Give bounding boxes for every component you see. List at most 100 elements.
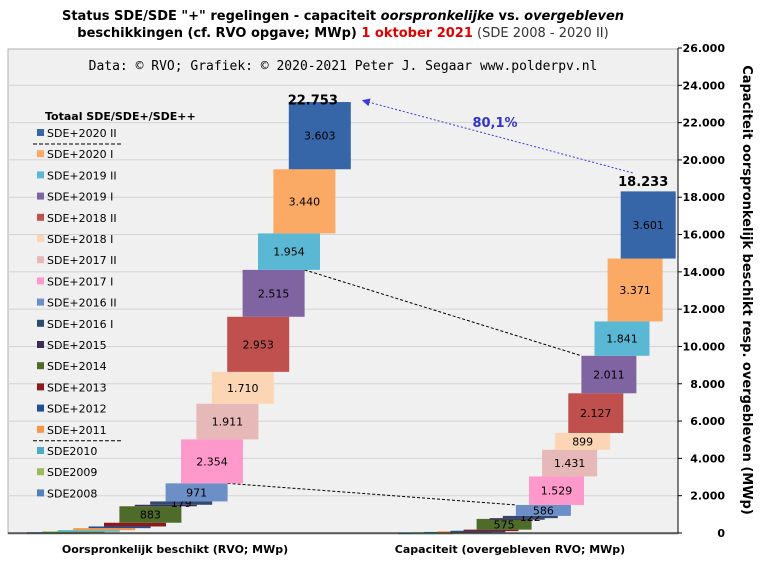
bar-sde2009-original (42, 531, 105, 533)
legend-label: SDE+2018 I (47, 233, 113, 246)
bar-value-label: 2.127 (580, 407, 612, 420)
legend-label: SDE+2019 II (47, 169, 117, 182)
legend-swatch (37, 468, 44, 476)
bar-sde-2017-ii-original (196, 403, 259, 440)
annotations: 22.753 18.233 80,1% (288, 94, 669, 190)
legend-swatch (37, 447, 44, 454)
bar-value-label: 2.354 (196, 455, 228, 468)
legend-label: SDE+2018 II (47, 212, 117, 225)
bar-sde-2011-original (73, 528, 136, 531)
y-tick-label: 10.000 (683, 340, 726, 353)
legend-label: SDE+2013 (47, 381, 107, 394)
y-tick-label: 24.000 (683, 79, 726, 92)
legend-swatch (37, 129, 44, 136)
bar-sde-2018-i-original (211, 371, 274, 404)
legend-swatch (37, 425, 44, 433)
bar-sde-2012-original (88, 526, 151, 529)
ratio-percentage: 80,1% (472, 116, 517, 131)
connector-lines (227, 269, 582, 506)
bar-sde-2016-i-remaining (502, 515, 558, 519)
y-tick-label: 6.000 (690, 415, 725, 428)
bar-sde-2016-ii-original (165, 483, 228, 502)
bar-value-label: 2.953 (242, 338, 274, 351)
legend-swatch (37, 341, 44, 348)
chart-title-line1: Status SDE/SDE "+" regelingen - capacite… (62, 9, 624, 24)
y-tick-label: 22.000 (683, 117, 726, 130)
bar-sde-2018-i-remaining (555, 432, 611, 450)
bar-sde2010-original (57, 530, 120, 532)
bar-sde-2017-i-original (181, 439, 243, 484)
bar-value-label: 1.710 (227, 382, 259, 395)
y-tick-label: 12.000 (683, 303, 726, 316)
bar-value-label: 3.371 (619, 284, 651, 297)
y-tick-label: 20.000 (683, 154, 726, 167)
legend: Totaal SDE/SDE+/SDE++ SDE+2020 II SDE+202… (33, 110, 196, 500)
bar-sde-2013-remaining (463, 529, 519, 532)
bar-sde-2020-i-original (273, 169, 336, 234)
legend-label: SDE+2015 (47, 339, 107, 352)
bar-value-label: 1.841 (606, 333, 638, 346)
bar-sde-2013-original (104, 522, 166, 527)
bars: 8831799712.3541.9111.7102.9532.5151.9543… (27, 102, 676, 535)
bar-sde-2020-ii-original (288, 102, 351, 170)
legend-swatch (37, 383, 44, 391)
bar-value-label: 1.431 (554, 457, 586, 470)
y-tick-label: 14.000 (683, 266, 726, 279)
bar-sde-2014-remaining (476, 518, 532, 530)
bar-value-label: 3.601 (632, 219, 664, 232)
legend-swatch (37, 235, 44, 242)
legend-label: SDE+2011 (47, 424, 107, 437)
legend-label: SDE+2016 II (47, 297, 117, 310)
ratio-arrow (361, 98, 633, 174)
bar-value-label: 586 (533, 504, 554, 517)
legend-label: SDE2008 (47, 487, 97, 500)
legend-label: SDE+2014 (47, 360, 107, 373)
bar-sde-2019-i-original (242, 269, 305, 317)
y-tick-label: 8.000 (690, 378, 725, 391)
legend-label: SDE+2020 I (47, 148, 113, 161)
y-tick-label: 18.000 (683, 191, 726, 204)
data-credit: Data: © RVO; Grafiek: © 2020-2021 Peter … (89, 59, 598, 74)
y-tick-label: 2.000 (690, 490, 725, 503)
legend-label: SDE+2016 I (47, 318, 113, 331)
legend-swatch (37, 298, 44, 306)
legend-swatch (37, 213, 44, 221)
legend-label: SDE+2019 I (47, 191, 113, 204)
bar-value-label: 971 (186, 486, 207, 499)
legend-swatch (37, 319, 44, 327)
legend-swatch (37, 404, 44, 412)
bar-sde-2016-i-original (150, 501, 213, 505)
legend-swatch (37, 362, 44, 370)
y-axis: 0 2.000 4.000 6.000 8.000 10.000 12.000 14.000 1… (8, 42, 725, 540)
legend-label: SDE2009 (47, 466, 97, 479)
bar-value-label: 2.011 (593, 369, 625, 382)
bar-sde-2015-remaining (489, 518, 545, 520)
bar-sde-2019-i-remaining (581, 355, 637, 394)
bar-value-label: 1.529 (541, 485, 573, 498)
legend-swatch (37, 192, 44, 200)
bar-value-label: 1.911 (212, 416, 244, 429)
chart-title-line2: beschikkingen (cf. RVO opgave; MWp) 1 ok… (77, 26, 608, 41)
legend-swatch (37, 150, 44, 158)
category-label-remaining: Capaciteit (overgebleven RVO; MWp) (395, 543, 625, 556)
bar-value-label: 899 (572, 435, 593, 448)
bar-sde-2015-original (134, 504, 197, 507)
bar-value-label: 575 (494, 518, 515, 531)
bar-value-label: 3.603 (304, 130, 336, 143)
bar-value-label: 883 (140, 509, 161, 522)
connector-line (227, 482, 516, 506)
legend-swatch (37, 277, 44, 285)
bar-sde-2019-ii-remaining (594, 321, 650, 356)
bar-sde-2020-i-remaining (607, 258, 663, 322)
legend-label: SDE+2012 (47, 403, 107, 416)
total-label-remaining: 18.233 (618, 175, 668, 190)
category-label-original: Oorspronkelijk beschikt (RVO; MWp) (62, 543, 288, 556)
legend-label: SDE+2017 II (47, 254, 117, 267)
y-tick-label: 4.000 (690, 452, 725, 465)
bar-value-label: 2.515 (258, 287, 290, 300)
bar-value-label: 3.440 (289, 195, 321, 208)
legend-swatch (37, 171, 44, 179)
y-tick-label: 26.000 (683, 42, 726, 55)
legend-swatch (37, 256, 44, 264)
